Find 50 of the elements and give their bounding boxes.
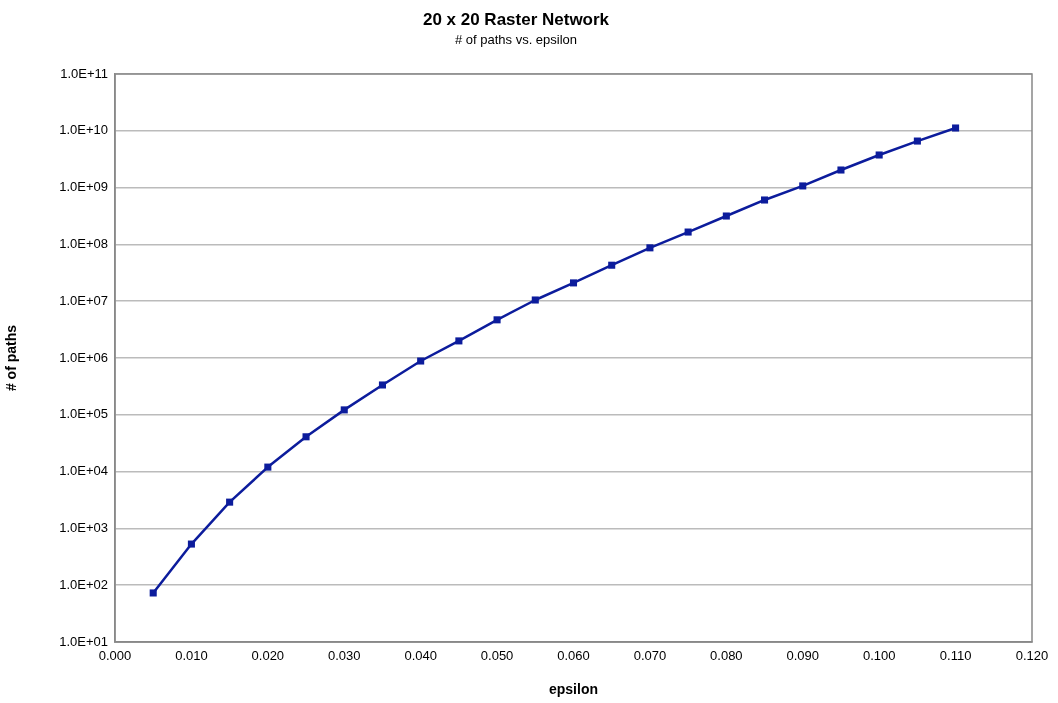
point	[302, 433, 310, 441]
x-tick-label: 0.100	[862, 648, 896, 664]
point	[187, 540, 195, 548]
y-tick-label: 1.0E+01	[59, 633, 108, 649]
y-tick-label: 1.0E+09	[59, 179, 108, 195]
point	[264, 463, 272, 471]
chart-subtitle: # of paths vs. epsilon	[454, 31, 578, 47]
y-tick-label: 1.0E+10	[59, 122, 108, 138]
x-tick-label: 0.120	[1015, 648, 1049, 664]
point	[149, 589, 157, 597]
y-tick-label: 1.0E+07	[59, 292, 108, 308]
point	[417, 357, 425, 365]
x-tick-label: 0.110	[939, 648, 972, 664]
y-tick-label: 1.0E+03	[59, 519, 108, 535]
y-axis-title: # of paths	[3, 324, 20, 392]
point	[455, 337, 463, 345]
x-tick-label: 0.080	[710, 648, 743, 664]
x-tick-label: 0.050	[480, 648, 514, 664]
x-tick-label: 0.060	[557, 648, 590, 664]
x-tick-label: 0.020	[251, 648, 285, 664]
point	[722, 212, 730, 220]
point	[761, 196, 769, 204]
y-tick-label: 1.0E+08	[59, 235, 108, 251]
chart-title: 20 x 20 Raster Network	[422, 9, 610, 29]
y-tick-label: 1.0E+02	[59, 576, 108, 592]
point	[646, 244, 654, 252]
x-tick-label: 0.000	[98, 648, 132, 664]
y-tick-label: 1.0E+05	[59, 406, 108, 422]
point	[226, 498, 234, 506]
y-tick-label: 1.0E+06	[59, 349, 108, 365]
point	[952, 124, 960, 132]
x-axis-title: epsilon	[548, 681, 599, 698]
x-tick-label: 0.010	[175, 648, 208, 664]
point	[799, 182, 807, 190]
point	[493, 316, 501, 324]
point	[569, 279, 578, 287]
point	[837, 166, 845, 174]
y-tick-label: 1.0E+04	[59, 463, 108, 479]
point	[531, 296, 539, 304]
point	[913, 137, 921, 145]
point	[875, 151, 883, 159]
point	[378, 381, 386, 389]
point	[340, 406, 348, 414]
x-tick-label: 0.030	[327, 648, 361, 664]
y-tick-label: 1.0E+11	[60, 65, 108, 81]
point	[608, 261, 616, 269]
x-tick-label: 0.040	[404, 648, 437, 664]
point	[684, 228, 692, 236]
x-tick-label: 0.070	[633, 648, 667, 664]
x-tick-label: 0.090	[786, 648, 820, 664]
